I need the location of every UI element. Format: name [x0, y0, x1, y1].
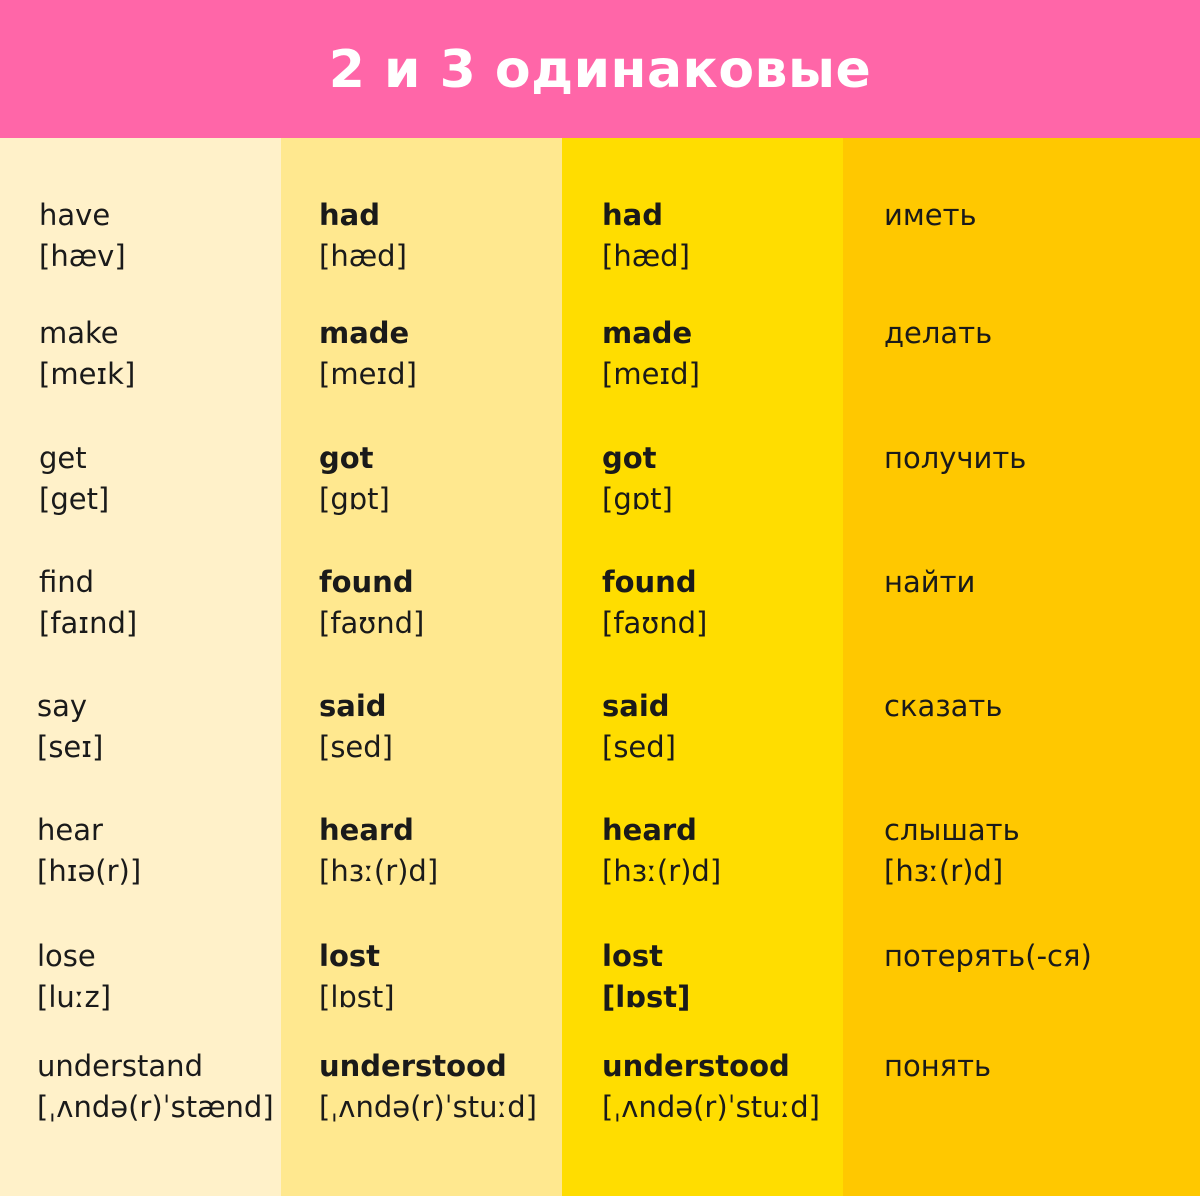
past-participle-column	[562, 138, 843, 1196]
past-simple-transcription: [ˌʌndə(r)ˈstuːd]	[319, 1090, 537, 1124]
past-simple-transcription: [sed]	[319, 730, 393, 764]
base-form-cell: make [meɪk]	[39, 313, 135, 395]
base-form-word: have	[39, 198, 111, 232]
header-banner: 2 и 3 одинаковые	[0, 0, 1200, 138]
past-simple-word: understood	[319, 1049, 507, 1083]
past-simple-cell: understood [ˌʌndə(r)ˈstuːd]	[319, 1046, 537, 1128]
translation-column	[843, 138, 1200, 1196]
past-participle-word: understood	[602, 1049, 790, 1083]
past-participle-cell: got [gɒt]	[602, 438, 673, 520]
base-form-word: say	[37, 689, 88, 723]
translation-transcription: [hɜː(r)d]	[884, 854, 1004, 888]
base-form-word: find	[39, 565, 95, 599]
base-form-transcription: [meɪk]	[39, 357, 136, 391]
translation-cell: получить	[884, 438, 1026, 479]
page-title: 2 и 3 одинаковые	[328, 40, 872, 100]
past-participle-word: found	[602, 565, 697, 599]
translation-word: понять	[884, 1049, 992, 1083]
translation-cell: потерять(-ся)	[884, 936, 1092, 977]
translation-cell: найти	[884, 562, 975, 603]
translation-cell: сказать	[884, 686, 1002, 727]
translation-word: найти	[884, 565, 976, 599]
base-form-transcription: [faɪnd]	[39, 606, 138, 640]
base-form-word: make	[39, 316, 119, 350]
translation-word: потерять(-ся)	[884, 939, 1092, 973]
past-participle-transcription: [gɒt]	[602, 482, 673, 516]
past-simple-cell: made [meɪd]	[319, 313, 417, 395]
past-simple-cell: heard [hɜː(r)d]	[319, 810, 438, 892]
past-simple-transcription: [meɪd]	[319, 357, 417, 391]
base-form-transcription: [hæv]	[39, 239, 126, 273]
past-participle-cell: had [hæd]	[602, 195, 690, 277]
base-form-transcription: [hɪə(r)]	[37, 854, 142, 888]
translation-cell: слышать [hɜː(r)d]	[884, 810, 1020, 892]
base-form-transcription: [seɪ]	[37, 730, 104, 764]
past-simple-transcription: [gɒt]	[319, 482, 390, 516]
past-simple-cell: got [gɒt]	[319, 438, 390, 520]
past-participle-transcription: [ˌʌndə(r)ˈstuːd]	[602, 1090, 820, 1124]
past-participle-cell: lost [lɒst]	[602, 936, 690, 1018]
past-participle-cell: said [sed]	[602, 686, 676, 768]
past-simple-word: made	[319, 316, 410, 350]
past-participle-transcription: [faʊnd]	[602, 606, 708, 640]
past-participle-word: made	[602, 316, 693, 350]
base-form-cell: understand [ˌʌndə(r)ˈstænd]	[37, 1046, 274, 1128]
past-simple-transcription: [faʊnd]	[319, 606, 425, 640]
past-participle-word: lost	[602, 939, 663, 973]
base-form-word: hear	[37, 813, 103, 847]
base-form-word: get	[39, 441, 87, 475]
base-form-cell: lose [luːz]	[37, 936, 111, 1018]
past-simple-transcription: [lɒst]	[319, 980, 395, 1014]
base-form-column	[0, 138, 281, 1196]
base-form-cell: get [get]	[39, 438, 109, 520]
translation-word: слышать	[884, 813, 1020, 847]
past-simple-transcription: [hɜː(r)d]	[319, 854, 439, 888]
past-participle-transcription: [lɒst]	[602, 980, 691, 1014]
past-participle-cell: made [meɪd]	[602, 313, 700, 395]
past-simple-transcription: [hæd]	[319, 239, 407, 273]
past-simple-word: had	[319, 198, 380, 232]
past-participle-cell: found [faʊnd]	[602, 562, 707, 644]
past-participle-word: said	[602, 689, 670, 723]
past-simple-cell: lost [lɒst]	[319, 936, 395, 1018]
past-simple-word: heard	[319, 813, 414, 847]
past-simple-word: said	[319, 689, 387, 723]
base-form-cell: hear [hɪə(r)]	[37, 810, 141, 892]
past-participle-word: got	[602, 441, 657, 475]
translation-cell: понять	[884, 1046, 991, 1087]
past-simple-column	[281, 138, 562, 1196]
translation-word: получить	[884, 441, 1027, 475]
translation-cell: делать	[884, 313, 992, 354]
base-form-cell: find [faɪnd]	[39, 562, 137, 644]
past-participle-word: heard	[602, 813, 697, 847]
past-simple-word: lost	[319, 939, 380, 973]
base-form-word: lose	[37, 939, 96, 973]
base-form-transcription: [ˌʌndə(r)ˈstænd]	[37, 1090, 274, 1124]
past-participle-word: had	[602, 198, 663, 232]
past-participle-transcription: [sed]	[602, 730, 676, 764]
past-simple-cell: had [hæd]	[319, 195, 407, 277]
past-participle-cell: heard [hɜː(r)d]	[602, 810, 721, 892]
past-participle-transcription: [hɜː(r)d]	[602, 854, 722, 888]
past-participle-cell: understood [ˌʌndə(r)ˈstuːd]	[602, 1046, 820, 1128]
translation-word: сказать	[884, 689, 1003, 723]
translation-cell: иметь	[884, 195, 977, 236]
base-form-transcription: [get]	[39, 482, 110, 516]
base-form-transcription: [luːz]	[37, 980, 112, 1014]
past-simple-word: found	[319, 565, 414, 599]
base-form-cell: say [seɪ]	[37, 686, 103, 768]
translation-word: делать	[884, 316, 993, 350]
base-form-cell: have [hæv]	[39, 195, 126, 277]
past-participle-transcription: [meɪd]	[602, 357, 700, 391]
base-form-word: understand	[37, 1049, 203, 1083]
past-simple-cell: found [faʊnd]	[319, 562, 424, 644]
past-simple-word: got	[319, 441, 374, 475]
past-participle-transcription: [hæd]	[602, 239, 690, 273]
translation-word: иметь	[884, 198, 977, 232]
past-simple-cell: said [sed]	[319, 686, 393, 768]
